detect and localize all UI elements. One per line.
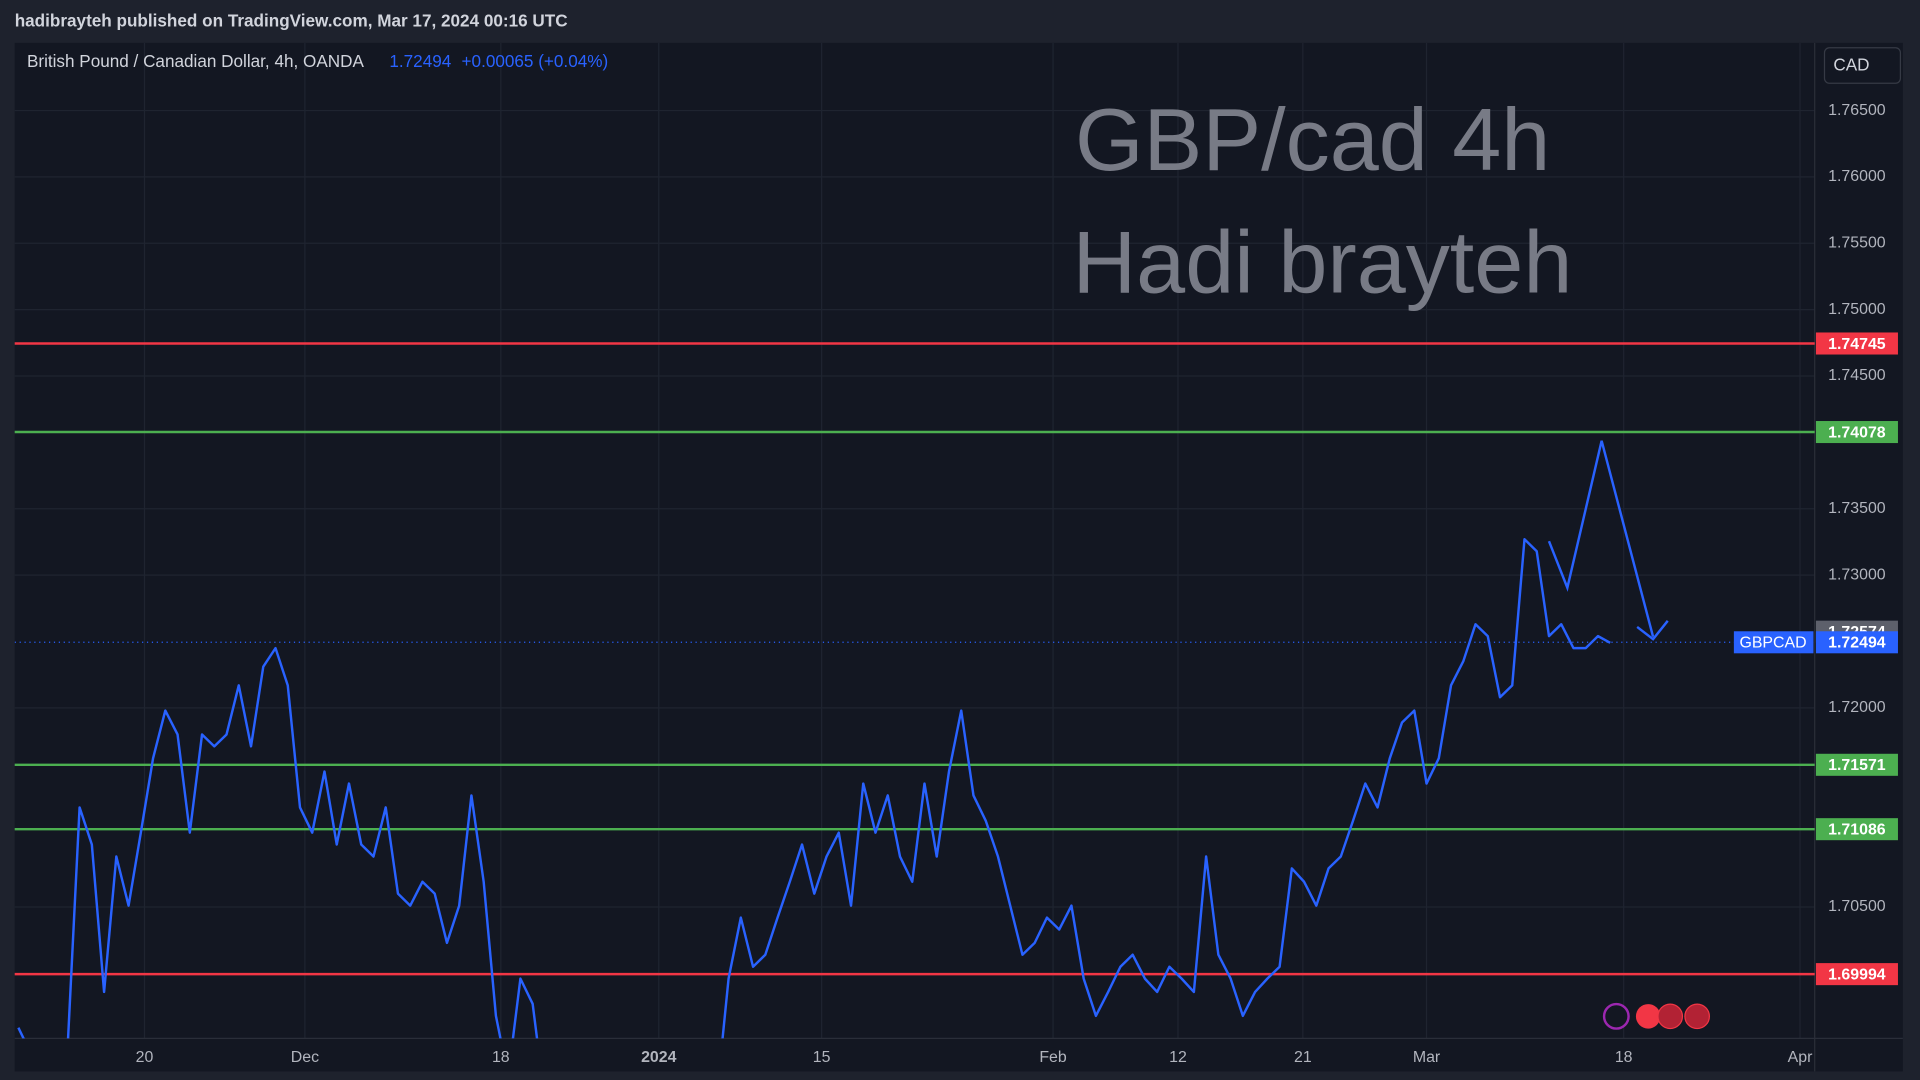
y-tick-label: 1.75000	[1828, 301, 1886, 318]
x-tick-label: 21	[1294, 1049, 1312, 1066]
level-tag	[1815, 963, 1898, 986]
x-tick-label: 20	[136, 1049, 154, 1066]
event-icons	[1602, 1002, 1710, 1030]
annotation: Hadi brayteh	[1073, 213, 1573, 312]
y-tick-label: 1.72000	[1828, 699, 1886, 716]
icon[interactable]	[1602, 1002, 1630, 1030]
levels	[14, 342, 1815, 976]
grid	[14, 42, 1815, 1039]
symbol-tag-label: GBPCAD	[1739, 635, 1806, 652]
icon[interactable]	[1635, 1004, 1661, 1029]
header-price: 1.72494	[389, 51, 451, 71]
arrow-head	[1636, 620, 1669, 641]
y-tick-label: 1.74500	[1828, 367, 1886, 384]
axes: 1.76500 1.76000 1.75500 1.75000 1.74500 1.735…	[136, 102, 1898, 1066]
symbol-title: British Pound / Canadian Dollar, 4h, OAN…	[27, 51, 365, 71]
y-tick-label: 1.75500	[1828, 234, 1886, 251]
symbol-tag	[1733, 631, 1814, 654]
price-tag	[1815, 631, 1898, 654]
series	[14, 538, 1815, 1039]
publisher: hadibrayteh published on TradingView.com…	[15, 11, 568, 31]
x-tick-label: 15	[813, 1049, 831, 1066]
x-tick-label: 18	[492, 1049, 510, 1066]
y-tick-label: 1.70500	[1828, 898, 1886, 915]
icon[interactable]	[1657, 1003, 1684, 1030]
level-tag	[1815, 818, 1898, 841]
level-tag	[1815, 753, 1898, 776]
level-tag	[1815, 421, 1898, 444]
level-tag-label: 1.74745	[1828, 336, 1886, 353]
x-tick-label: 2024	[641, 1049, 677, 1066]
x-tick-label: Dec	[291, 1049, 319, 1066]
level-tag-label: 1.71086	[1828, 822, 1886, 839]
plot-background	[14, 42, 1903, 1072]
currency-button[interactable]	[1823, 47, 1902, 84]
price-line	[17, 538, 1611, 1039]
y-tick-label: 1.76500	[1828, 102, 1886, 119]
level-tag	[1815, 332, 1898, 355]
drawn-arrow	[1547, 440, 1655, 638]
price-tag-label: 1.72494	[1828, 635, 1886, 652]
x-tick-label: 12	[1169, 1049, 1187, 1066]
level-tag-label: 1.74078	[1828, 424, 1886, 441]
icon[interactable]	[1684, 1003, 1710, 1030]
x-tick-label: Apr	[1788, 1049, 1813, 1066]
header-change: +0.00065 (+0.04%)	[462, 51, 609, 71]
x-tick-label: Mar	[1413, 1049, 1441, 1066]
x-tick-label: Feb	[1039, 1049, 1067, 1066]
level-tag-label: 1.71571	[1828, 757, 1886, 774]
y-tick-label: 1.73500	[1828, 500, 1886, 517]
x-tick-label: 18	[1615, 1049, 1633, 1066]
level-tag-label: 1.69994	[1828, 967, 1886, 984]
y-tick-label: 1.73000	[1828, 566, 1886, 583]
y-tick-label: 1.76000	[1828, 168, 1886, 185]
annotation: GBP/cad 4h	[1075, 90, 1550, 189]
currency[interactable]: CAD	[1833, 55, 1869, 75]
